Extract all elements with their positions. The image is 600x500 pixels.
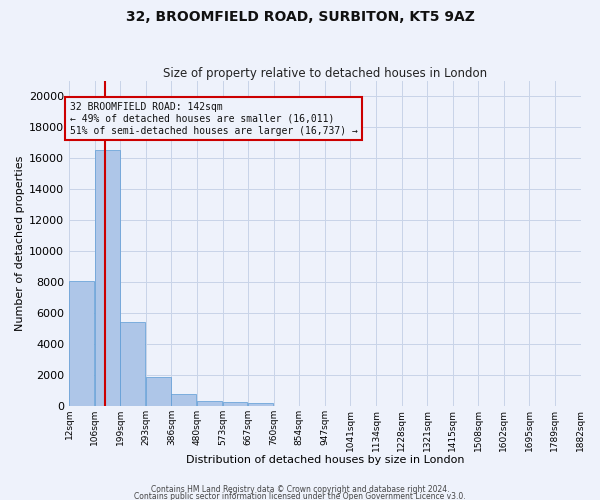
Bar bbox=[248, 402, 273, 406]
Bar bbox=[197, 400, 222, 406]
Text: Contains public sector information licensed under the Open Government Licence v3: Contains public sector information licen… bbox=[134, 492, 466, 500]
Bar bbox=[223, 402, 247, 406]
X-axis label: Distribution of detached houses by size in London: Distribution of detached houses by size … bbox=[185, 455, 464, 465]
Text: Contains HM Land Registry data © Crown copyright and database right 2024.: Contains HM Land Registry data © Crown c… bbox=[151, 486, 449, 494]
Bar bbox=[95, 150, 119, 406]
Text: 32, BROOMFIELD ROAD, SURBITON, KT5 9AZ: 32, BROOMFIELD ROAD, SURBITON, KT5 9AZ bbox=[125, 10, 475, 24]
Bar bbox=[146, 378, 170, 406]
Text: 32 BROOMFIELD ROAD: 142sqm
← 49% of detached houses are smaller (16,011)
51% of : 32 BROOMFIELD ROAD: 142sqm ← 49% of deta… bbox=[70, 102, 358, 136]
Bar bbox=[120, 322, 145, 406]
Y-axis label: Number of detached properties: Number of detached properties bbox=[15, 156, 25, 331]
Title: Size of property relative to detached houses in London: Size of property relative to detached ho… bbox=[163, 66, 487, 80]
Bar bbox=[69, 281, 94, 406]
Bar bbox=[172, 394, 196, 406]
